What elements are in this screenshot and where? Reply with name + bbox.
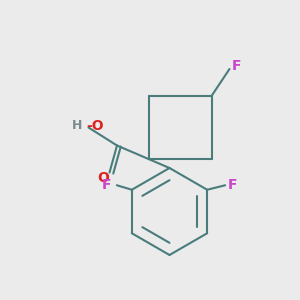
Text: F: F <box>228 178 237 192</box>
Text: F: F <box>231 59 241 73</box>
Text: F: F <box>102 178 111 192</box>
Text: H: H <box>72 118 82 132</box>
Text: O: O <box>97 172 109 185</box>
Text: -O: -O <box>86 119 104 133</box>
